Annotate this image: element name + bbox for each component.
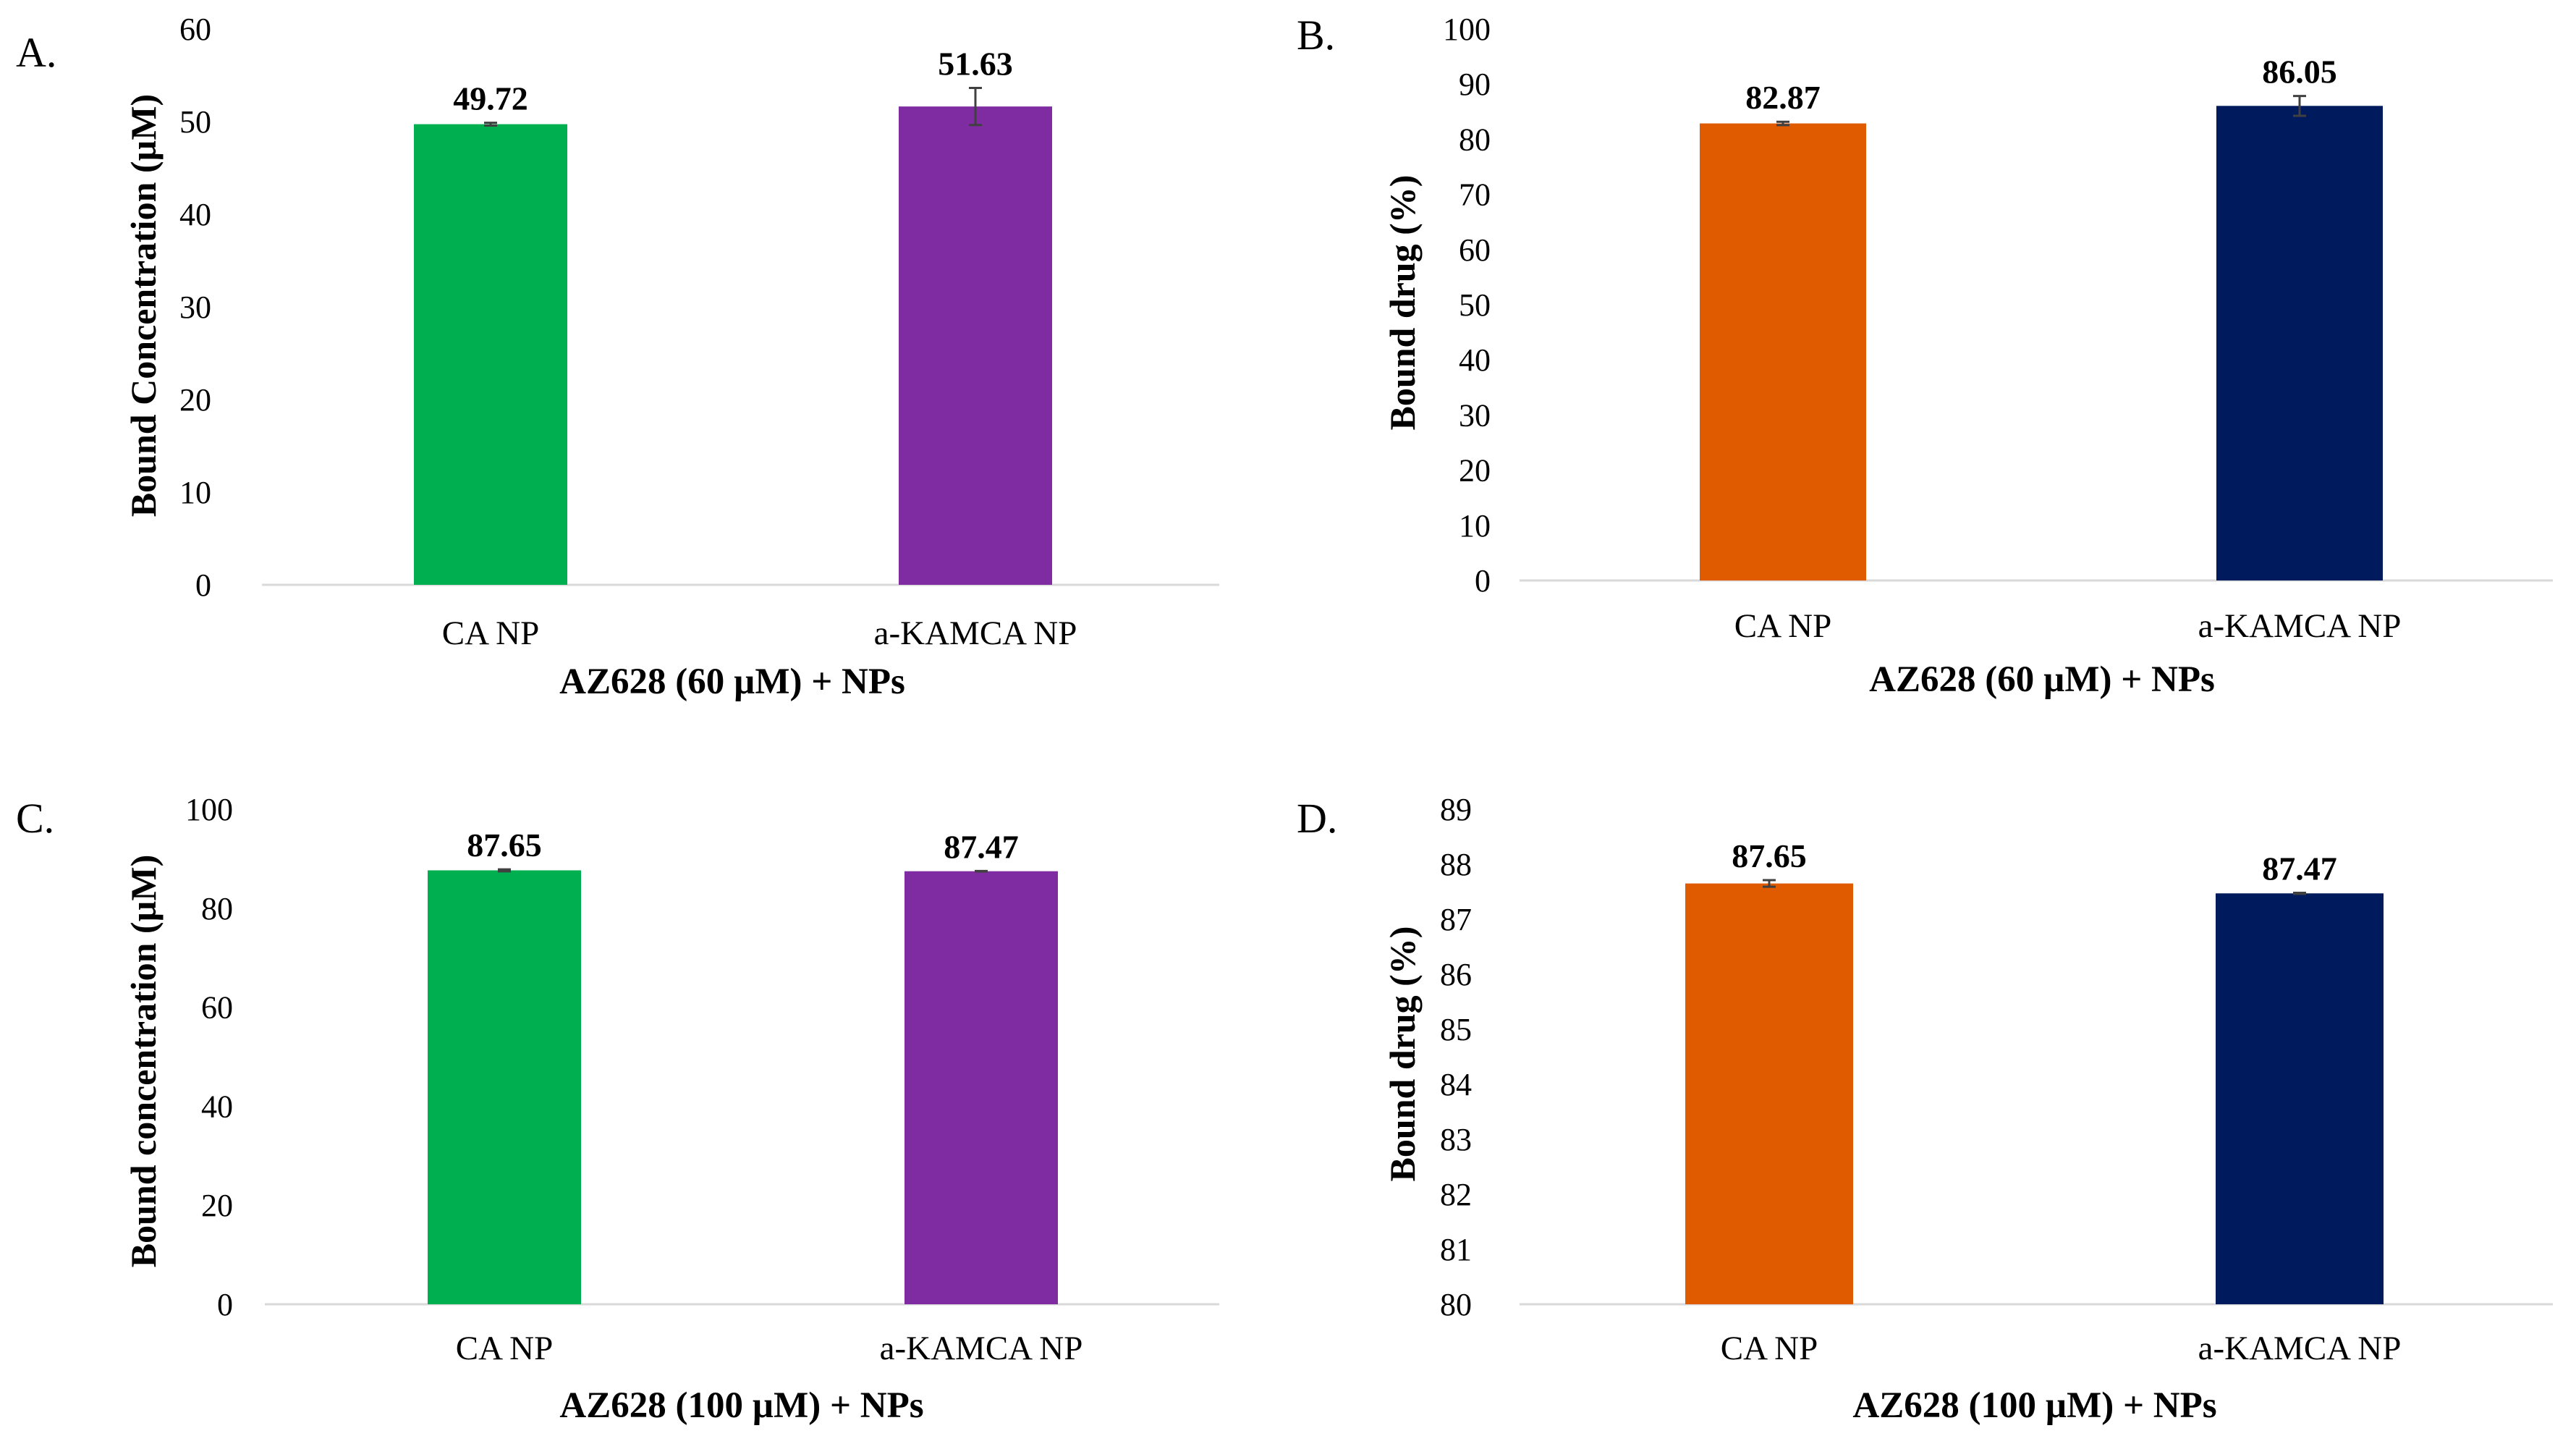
panel-d-error-bar [2293,892,2306,895]
panel-d-y-tick-label: 86 [1440,957,1472,992]
panel-a-bar-ca-np [414,124,567,586]
panel-b-y-ticks: 0 10 20 30 40 50 60 70 80 90 100 [1443,12,1491,599]
panel-b-y-tick-label: 10 [1459,508,1491,544]
panel-c-y-ticks: 0 20 40 60 80 100 [185,792,233,1322]
panel-c-y-tick-label: 60 [201,990,233,1026]
panel-a: A. 0 10 20 30 40 50 60 49.72 CA NP 51.63 a-KAMCA … [16,12,1219,702]
panel-c-y-tick-label: 20 [201,1188,233,1223]
panel-c-y-tick-label: 40 [201,1089,233,1124]
panel-b-bars: 82.87 CA NP 86.05 a-KAMCA NP [1700,54,2401,645]
panel-d-y-tick-label: 80 [1440,1287,1472,1322]
panel-d-error-bar [1763,879,1776,888]
panel-a-y-tick-label: 30 [179,290,211,325]
panel-a-category-label: CA NP [442,614,540,652]
panel-a-y-tick-label: 0 [195,567,211,603]
panel-b-y-tick-label: 90 [1459,67,1491,102]
panel-a-y-tick-label: 50 [179,104,211,140]
panel-c-data-label: 87.65 [467,827,542,863]
panel-c-category-label: a-KAMCA NP [880,1330,1083,1367]
panel-d-category-label: CA NP [1721,1330,1818,1367]
panel-c-bar-ca-np [428,870,581,1304]
panel-b-y-tick-label: 100 [1443,12,1491,47]
panel-c-y-tick-label: 80 [201,891,233,926]
panel-d-y-ticks: 80 81 82 83 84 85 86 87 88 89 [1440,792,1472,1322]
panel-a-error-bar [969,87,982,127]
panel-c-y-tick-label: 100 [185,792,233,827]
panel-c-y-axis-title: Bound concentration (µM) [123,855,164,1267]
panel-b-y-tick-label: 80 [1459,122,1491,157]
panel-b-y-tick-label: 50 [1459,287,1491,323]
panel-a-y-tick-label: 40 [179,197,211,232]
panel-d-data-label: 87.65 [1732,837,1807,874]
panel-c-data-label: 87.47 [944,828,1019,865]
panel-a-y-axis-title: Bound Concentration (µM) [123,94,164,517]
panel-d-y-axis-title: Bound drug (%) [1382,926,1423,1182]
panel-c-bars: 87.65 CA NP 87.47 a-KAMCA NP [428,827,1082,1367]
panel-b-data-label: 86.05 [2262,54,2337,90]
panel-b: B. 0 10 20 30 40 50 60 70 80 90 100 82.87 CA NP 86.0… [1297,12,2553,700]
panel-b-data-label: 82.87 [1745,79,1821,116]
panel-a-data-label: 49.72 [453,80,528,117]
panel-a-bars: 49.72 CA NP 51.63 a-KAMCA NP [414,46,1077,652]
panel-c-x-axis-title: AZ628 (100 µM) + NPs [559,1385,923,1426]
panel-b-y-tick-label: 0 [1475,563,1491,599]
panel-a-bar-a-kamca-np [899,106,1052,586]
panel-b-y-tick-label: 30 [1459,397,1491,433]
panel-a-y-tick-label: 10 [179,475,211,510]
panel-d-y-tick-label: 83 [1440,1122,1472,1157]
panel-a-y-tick-label: 60 [179,12,211,47]
panel-c: C. 0 20 40 60 80 100 87.65 CA NP 87.47 a-KAMCA N… [16,792,1219,1426]
panel-c-bar-a-kamca-np [904,871,1058,1304]
panel-b-error-bar [2293,95,2306,117]
panel-d-y-tick-label: 89 [1440,792,1472,827]
panel-a-category-label: a-KAMCA NP [874,614,1077,652]
panel-b-y-axis-title: Bound drug (%) [1382,175,1423,431]
panel-c-y-tick-label: 0 [217,1287,233,1322]
panel-d: D. 80 81 82 83 84 85 86 87 88 89 87.65 CA NP 87.47 a… [1297,792,2553,1426]
panel-d-x-axis-title: AZ628 (100 µM) + NPs [1852,1385,2216,1426]
panel-d-data-label: 87.47 [2262,850,2337,887]
panel-d-y-tick-label: 81 [1440,1232,1472,1267]
panel-d-y-tick-label: 84 [1440,1067,1472,1102]
panel-b-category-label: a-KAMCA NP [2198,607,2402,645]
panel-c-category-label: CA NP [456,1330,554,1367]
panel-c-error-bar [498,868,511,873]
panel-d-bars: 87.65 CA NP 87.47 a-KAMCA NP [1685,837,2401,1367]
panel-d-bar-ca-np [1685,883,1853,1304]
panel-a-x-axis-title: AZ628 (60 µM) + NPs [559,662,905,702]
panel-b-bar-ca-np [1700,123,1866,581]
panel-b-x-axis-title: AZ628 (60 µM) + NPs [1869,659,2215,700]
panel-b-y-tick-label: 60 [1459,232,1491,268]
panel-d-bar-a-kamca-np [2216,893,2384,1304]
panel-d-category-label: a-KAMCA NP [2198,1330,2402,1367]
panel-b-y-tick-label: 20 [1459,453,1491,489]
panel-b-y-tick-label: 70 [1459,177,1491,213]
panel-d-y-tick-label: 88 [1440,847,1472,882]
panel-a-label: A. [16,29,56,76]
panel-b-category-label: CA NP [1734,607,1832,645]
panel-d-y-tick-label: 82 [1440,1177,1472,1212]
panel-d-y-tick-label: 87 [1440,902,1472,937]
panel-d-label: D. [1297,795,1337,842]
panel-b-y-tick-label: 40 [1459,342,1491,378]
panel-b-bar-a-kamca-np [2216,106,2383,580]
panel-d-y-tick-label: 85 [1440,1012,1472,1047]
panel-a-data-label: 51.63 [938,46,1013,83]
panel-c-label: C. [16,795,54,842]
panel-a-y-ticks: 0 10 20 30 40 50 60 [179,12,211,603]
panel-b-error-bar [1776,120,1789,127]
panel-b-label: B. [1297,12,1335,59]
panel-a-y-tick-label: 20 [179,382,211,418]
panel-a-error-bar [484,122,497,127]
